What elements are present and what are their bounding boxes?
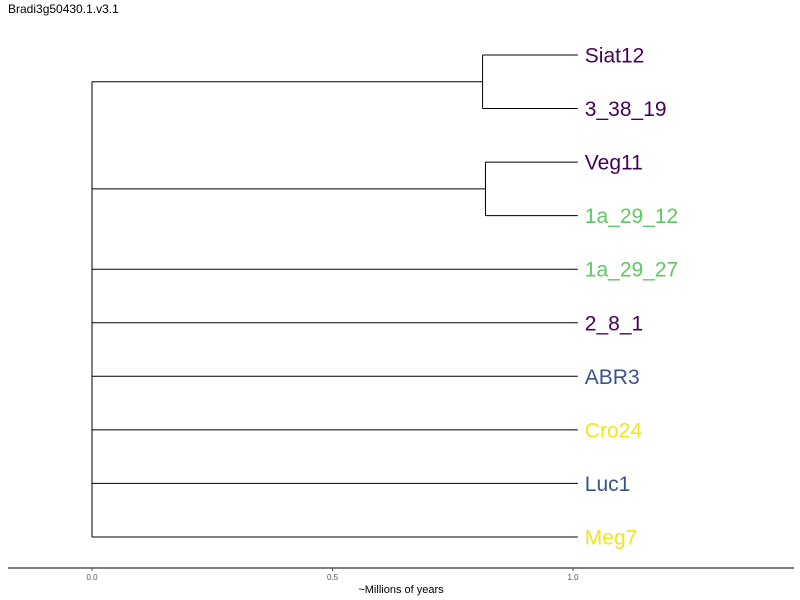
x-tick-label: 1.0 [567, 573, 579, 582]
leaf-label-Veg11: Veg11 [585, 152, 643, 175]
x-tick-label: 0.5 [327, 573, 339, 582]
leaf-label-ABR3: ABR3 [585, 366, 640, 389]
x-tick-label: 0.0 [86, 573, 98, 582]
page-title: Bradi3g50430.1.v3.1 [8, 2, 119, 16]
leaf-label-Meg7: Meg7 [585, 526, 638, 549]
x-axis-label: ~Millions of years [358, 584, 444, 596]
leaf-labels: Siat12 3_38_19 Veg11 1a_29_12 1a_29_27 2_8_1 A… [585, 45, 678, 550]
leaf-label-1a_29_27: 1a_29_27 [585, 259, 678, 282]
leaf-label-2_8_1: 2_8_1 [585, 312, 643, 335]
tree-branches [91, 54, 578, 538]
leaf-label-Siat12: Siat12 [585, 45, 645, 68]
leaf-label-1a_29_12: 1a_29_12 [585, 205, 678, 228]
x-axis: ~Millions of years 0.0 0.5 1.0 [8, 567, 794, 596]
leaf-label-3_38_19: 3_38_19 [585, 98, 667, 121]
leaf-label-Cro24: Cro24 [585, 419, 643, 442]
leaf-label-Luc1: Luc1 [585, 473, 631, 496]
